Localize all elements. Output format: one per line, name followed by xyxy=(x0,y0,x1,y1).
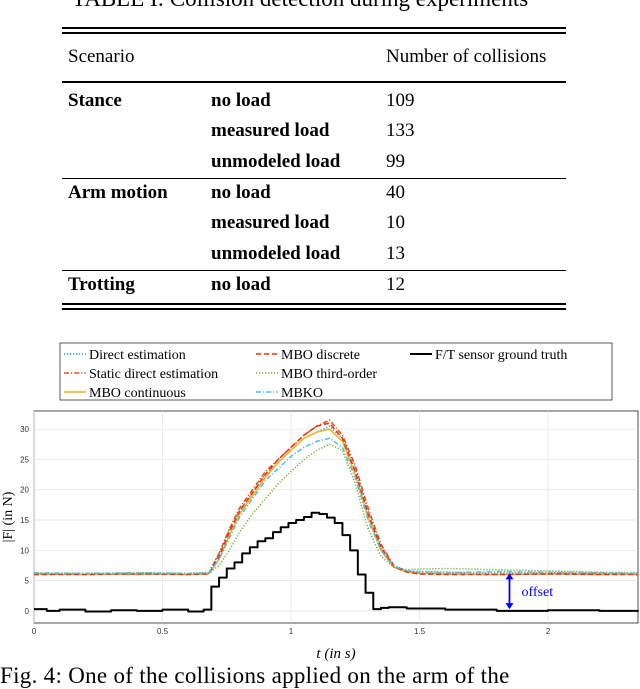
header-rule xyxy=(62,81,566,83)
plot-area xyxy=(33,410,639,624)
series-line xyxy=(33,443,639,575)
cell-load: no load xyxy=(211,182,271,203)
group-rule-2 xyxy=(62,270,566,271)
y-tick-label: 10 xyxy=(20,546,29,555)
legend-label: MBO discrete xyxy=(281,348,360,363)
y-tick-label: 5 xyxy=(25,577,30,586)
header-collisions: Number of collisions xyxy=(386,46,547,67)
cell-count: 99 xyxy=(386,151,405,172)
table-top-rule-2 xyxy=(62,32,566,34)
cell-load: no load xyxy=(211,90,271,111)
y-tick-label: 30 xyxy=(20,425,29,434)
y-tick-label: 0 xyxy=(25,607,30,616)
cell-count: 133 xyxy=(386,120,415,141)
x-tick-label: 1 xyxy=(289,627,294,636)
table-caption: TABLE I: Collision detection during expe… xyxy=(72,0,632,12)
offset-arrow-head-bottom xyxy=(505,603,514,610)
y-tick-label: 20 xyxy=(20,486,29,495)
table-bottom-rule xyxy=(62,303,566,305)
legend-label: MBO continuous xyxy=(89,386,186,401)
legend xyxy=(59,342,613,401)
cell-count: 12 xyxy=(386,274,405,295)
legend-label: MBKO xyxy=(281,386,323,401)
legend-label: F/T sensor ground truth xyxy=(435,348,567,363)
legend-label: MBO third-order xyxy=(281,367,377,382)
series-line xyxy=(33,437,639,575)
x-tick-label: 0.5 xyxy=(157,627,169,636)
group-rule-1 xyxy=(62,178,566,179)
x-axis-label: t (in s) xyxy=(316,646,355,662)
cell-scenario: Arm motion xyxy=(68,182,168,203)
cell-load: measured load xyxy=(211,120,330,141)
series-line xyxy=(34,422,638,576)
cell-load: unmodeled load xyxy=(211,151,341,172)
x-tick-label: 2 xyxy=(546,627,551,636)
cell-count: 40 xyxy=(386,182,405,203)
cell-count: 10 xyxy=(386,212,405,233)
y-tick-label: 15 xyxy=(20,516,29,525)
header-scenario: Scenario xyxy=(68,46,135,67)
x-tick-label: 1.5 xyxy=(414,627,426,636)
table-bottom-rule-2 xyxy=(62,308,566,310)
cell-count: 109 xyxy=(386,90,415,111)
offset-label: offset xyxy=(521,585,553,600)
legend-label: Direct estimation xyxy=(89,348,186,363)
y-axis-label: |F| (in N) xyxy=(1,491,16,542)
cell-count: 13 xyxy=(386,243,405,264)
legend-label: Static direct estimation xyxy=(89,367,218,382)
cell-load: unmodeled load xyxy=(211,243,341,264)
offset-arrow-head-top xyxy=(505,573,514,580)
table-top-rule xyxy=(62,27,566,29)
cell-scenario: Stance xyxy=(68,90,122,111)
cell-load: no load xyxy=(211,274,271,295)
cell-load: measured load xyxy=(211,212,330,233)
x-tick-label: 0 xyxy=(32,627,37,636)
series-line xyxy=(34,511,639,613)
figure-caption: Fig. 4: One of the collisions applied on… xyxy=(0,663,510,688)
y-tick-label: 25 xyxy=(20,455,29,464)
cell-scenario: Trotting xyxy=(68,274,135,295)
